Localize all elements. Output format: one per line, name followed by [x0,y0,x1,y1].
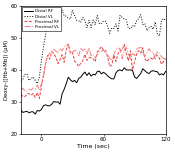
Distal VL [154,21,156,23]
Y-axis label: Deoxy-([Hb+Mb]) (μM): Deoxy-([Hb+Mb]) (μM) [4,40,9,100]
Proximal RF [24,96,26,97]
Distal RF [123,67,125,69]
Distal RF [92,73,94,75]
Distal RF [160,73,163,75]
Distal RF [109,77,111,78]
Distal VL [43,45,45,47]
Line: Proximal RF: Proximal RF [21,44,166,98]
Proximal VL [154,59,156,61]
Distal VL [160,20,163,22]
Proximal RF [67,43,69,45]
Proximal VL [20,89,22,91]
Line: Distal RF: Distal RF [21,68,166,114]
Proximal RF [160,63,163,65]
Distal RF [154,70,156,72]
Line: Proximal VL: Proximal VL [21,45,166,91]
Proximal RF [154,54,156,56]
Proximal RF [111,64,113,66]
Proximal VL [24,90,26,92]
Distal VL [20,80,22,82]
Distal VL [111,27,113,29]
Proximal VL [65,44,67,46]
Proximal VL [94,57,96,59]
Proximal VL [164,57,167,59]
X-axis label: Time (sec): Time (sec) [77,144,110,149]
Proximal RF [164,58,167,60]
Distal VL [24,73,26,75]
Legend: Distal RF, Distal VL, Proximal RF, Proximal VL: Distal RF, Distal VL, Proximal RF, Proxi… [22,7,61,31]
Distal VL [164,19,167,21]
Proximal RF [38,97,40,99]
Proximal VL [43,75,45,77]
Distal RF [24,111,26,113]
Line: Distal VL: Distal VL [21,10,166,83]
Distal VL [36,82,38,84]
Proximal RF [94,61,96,63]
Distal VL [55,9,57,11]
Distal RF [34,113,36,115]
Proximal VL [26,90,28,92]
Distal RF [164,71,167,72]
Proximal RF [20,93,22,95]
Proximal VL [160,56,163,57]
Proximal RF [43,73,45,75]
Distal RF [20,109,22,111]
Distal VL [94,24,96,26]
Distal RF [43,105,45,107]
Proximal VL [111,59,113,61]
